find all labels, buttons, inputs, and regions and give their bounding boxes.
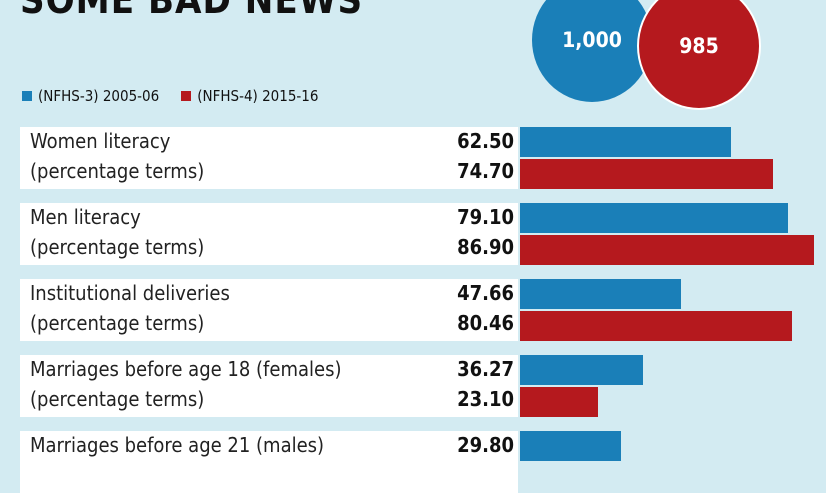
bar-nfhs3	[520, 127, 732, 157]
category-row: Institutional deliveries (percentage term…	[20, 279, 518, 341]
category-label: Marriages before age 18 (females)	[30, 357, 342, 381]
value-label-nfhs3: 36.27	[457, 357, 514, 381]
bar-nfhs3	[520, 431, 621, 461]
legend-item-nfhs3: (NFHS-3) 2005-06	[22, 87, 159, 105]
category-label: Institutional deliveries	[30, 281, 230, 305]
value-label-nfhs4: 74.70	[457, 159, 514, 183]
value-label-nfhs3: 62.50	[457, 129, 514, 153]
category-label: Marriages before age 21 (males)	[30, 433, 325, 457]
category-row: Men literacy (percentage terms) 79.10 86.90	[20, 203, 518, 265]
value-label-nfhs3: 29.80	[457, 433, 514, 457]
legend-label: (NFHS-4) 2015-16	[197, 87, 319, 105]
legend-swatch	[181, 91, 192, 101]
bar-nfhs3	[520, 279, 682, 309]
bar-nfhs3	[520, 355, 643, 385]
legend: (NFHS-3) 2005-06 (NFHS-4) 2015-16	[22, 87, 318, 105]
category-sublabel: (percentage terms)	[30, 311, 205, 335]
category-row: Women literacy (percentage terms) 62.50 74.…	[20, 127, 518, 189]
value-label-nfhs3: 79.10	[457, 205, 514, 229]
chart-title: SOME BAD NEWS	[20, 0, 364, 22]
category-label: Men literacy	[30, 205, 141, 229]
legend-swatch	[22, 91, 32, 101]
bar-nfhs4	[520, 311, 793, 341]
value-label-nfhs3: 47.66	[457, 281, 514, 305]
circle-nfhs4: 985	[637, 0, 761, 110]
bar-nfhs4	[520, 387, 599, 417]
category-label: Women literacy	[30, 129, 171, 153]
circle-nfhs3: 1,000	[532, 0, 652, 102]
category-sublabel: (percentage terms)	[30, 159, 205, 183]
category-sublabel: (percentage terms)	[30, 387, 205, 411]
value-label-nfhs4: 23.10	[457, 387, 514, 411]
legend-label: (NFHS-3) 2005-06	[38, 87, 160, 105]
bar-nfhs4	[520, 235, 814, 265]
bar-nfhs3	[520, 203, 788, 233]
legend-item-nfhs4: (NFHS-4) 2015-16	[181, 87, 318, 105]
value-label-nfhs4: 86.90	[457, 235, 514, 259]
category-row: Marriages before age 21 (males) 29.80	[20, 431, 518, 493]
bar-nfhs4	[520, 159, 773, 189]
value-label-nfhs4: 80.46	[457, 311, 514, 335]
category-row: Marriages before age 18 (females) (percen…	[20, 355, 518, 417]
category-sublabel: (percentage terms)	[30, 235, 205, 259]
